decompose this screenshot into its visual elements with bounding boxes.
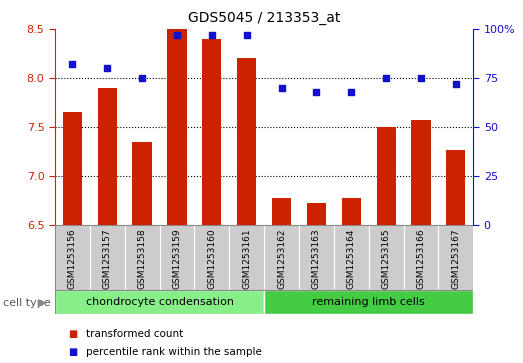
Bar (446, 150, 465, 225)
Bar (264, 290, 473, 314)
Point (173, 32, 181, 38)
Text: GSM1253161: GSM1253161 (242, 228, 251, 289)
Bar (195, 225, 229, 290)
Text: cell type: cell type (3, 298, 50, 308)
Text: ■: ■ (68, 347, 77, 357)
Bar (160, 225, 195, 290)
Point (452, 81, 460, 87)
Bar (55, 225, 90, 290)
Bar (124, 225, 160, 290)
Point (243, 32, 251, 38)
Title: GDS5045 / 213353_at: GDS5045 / 213353_at (188, 11, 340, 25)
Bar (438, 225, 473, 290)
Text: GSM1253158: GSM1253158 (138, 228, 146, 289)
Text: GSM1253156: GSM1253156 (68, 228, 77, 289)
Bar (202, 39, 221, 225)
Text: GSM1253160: GSM1253160 (207, 228, 217, 289)
Bar (98, 88, 117, 225)
Point (68, 61, 76, 67)
Text: GSM1253162: GSM1253162 (277, 228, 286, 289)
Bar (307, 204, 326, 225)
Bar (55, 290, 264, 314)
Text: GSM1253159: GSM1253159 (173, 228, 181, 289)
Point (208, 32, 216, 38)
Text: ■: ■ (68, 329, 77, 339)
Text: remaining limb cells: remaining limb cells (312, 297, 425, 307)
Bar (237, 58, 256, 225)
Bar (299, 225, 334, 290)
Text: GSM1253157: GSM1253157 (103, 228, 112, 289)
Text: chondrocyte condensation: chondrocyte condensation (86, 297, 233, 307)
Point (417, 75, 425, 81)
Text: percentile rank within the sample: percentile rank within the sample (86, 347, 262, 357)
Text: ▶: ▶ (38, 298, 46, 308)
Point (103, 65, 111, 71)
Bar (167, 29, 187, 225)
Bar (264, 225, 299, 290)
Text: GSM1253163: GSM1253163 (312, 228, 321, 289)
Bar (132, 142, 152, 225)
Bar (412, 120, 430, 225)
Bar (229, 225, 264, 290)
Bar (272, 197, 291, 225)
Point (138, 75, 146, 81)
Bar (369, 225, 404, 290)
Text: GSM1253166: GSM1253166 (416, 228, 426, 289)
Bar (342, 197, 361, 225)
Text: transformed count: transformed count (86, 329, 184, 339)
Point (382, 75, 390, 81)
Bar (90, 225, 124, 290)
Bar (377, 127, 396, 225)
Point (312, 89, 321, 95)
Bar (404, 225, 438, 290)
Bar (63, 112, 82, 225)
Text: GSM1253164: GSM1253164 (347, 228, 356, 289)
Text: GSM1253165: GSM1253165 (382, 228, 391, 289)
Point (347, 89, 356, 95)
Bar (334, 225, 369, 290)
Text: GSM1253167: GSM1253167 (451, 228, 460, 289)
Point (277, 85, 286, 91)
